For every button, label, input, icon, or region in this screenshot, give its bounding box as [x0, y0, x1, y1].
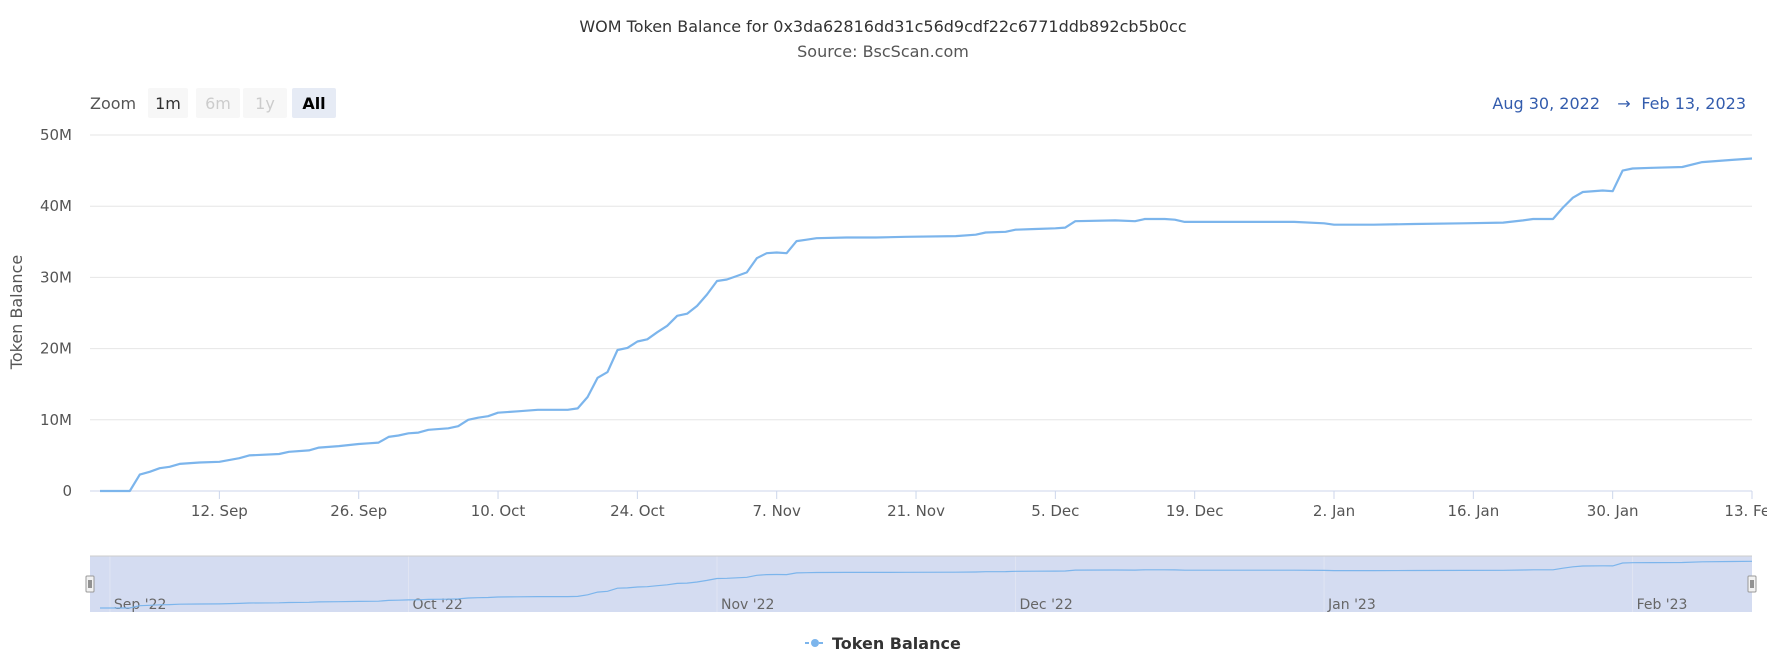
range-button-label: 1y — [255, 94, 275, 113]
navigator-series-line — [100, 560, 1753, 609]
navigator-month-label: Feb '23 — [1637, 597, 1688, 613]
range-buttons: 1m 6m 1y All — [148, 88, 336, 118]
navigator-month-label: Dec '22 — [1020, 597, 1073, 613]
navigator[interactable]: Sep '22 Oct '22 Nov '22 Dec '22 Jan '23 Feb '… — [85, 555, 1757, 613]
range-button-bg — [292, 88, 336, 118]
handle-grip-icon — [1747, 575, 1757, 593]
x-tick-label: 12. Sep — [191, 502, 248, 520]
range-button-1y: 1y — [243, 88, 287, 118]
chart-subtitle: Source: BscScan.com — [797, 42, 969, 61]
x-tick-label: 10. Oct — [471, 502, 526, 520]
x-tick-label: 2. Jan — [1313, 502, 1355, 520]
date-range-to[interactable]: Feb 13, 2023 — [1641, 94, 1746, 113]
legend-item-token-balance[interactable]: Token Balance — [832, 634, 961, 653]
range-button-bg — [196, 88, 240, 118]
x-tick-label: 30. Jan — [1587, 502, 1639, 520]
x-tick-label: 21. Nov — [887, 502, 945, 520]
chart-title: WOM Token Balance for 0x3da62816dd31c56d… — [579, 17, 1186, 36]
y-tick-label: 30M — [40, 268, 72, 286]
series-line — [100, 157, 1753, 493]
series-group — [100, 157, 1753, 493]
zoom-label: Zoom — [90, 94, 136, 113]
range-button-label: All — [302, 94, 325, 113]
navigator-handle-left[interactable] — [85, 575, 95, 593]
navigator-month-label: Jan '23 — [1327, 597, 1376, 613]
range-button-bg — [243, 88, 287, 118]
y-tick-label: 50M — [40, 126, 72, 144]
range-button-all[interactable]: All — [292, 88, 336, 118]
navigator-month-label: Nov '22 — [721, 597, 774, 613]
handle-grip-icon — [85, 575, 95, 593]
range-button-6m: 6m — [196, 88, 240, 118]
y-tick-label: 20M — [40, 340, 72, 358]
navigator-mask — [90, 556, 1752, 612]
y-axis-title: Token Balance — [7, 255, 26, 370]
navigator-month-label: Oct '22 — [412, 597, 462, 613]
x-tick-label: 16. Jan — [1447, 502, 1499, 520]
x-tick-label: 24. Oct — [610, 502, 665, 520]
date-range-from[interactable]: Aug 30, 2022 — [1492, 94, 1600, 113]
range-selector: Zoom 1m 6m 1y All Aug 30, 2022 → Feb 13, 20… — [90, 88, 1746, 118]
range-button-bg — [148, 88, 188, 118]
x-tick-label: 5. Dec — [1031, 502, 1079, 520]
x-tick-label: 26. Sep — [330, 502, 387, 520]
y-tick-label: 0 — [62, 482, 72, 500]
x-tick-label: 7. Nov — [753, 502, 801, 520]
range-button-label: 6m — [205, 94, 231, 113]
legend-marker-icon — [811, 639, 819, 647]
range-button-label: 1m — [155, 94, 181, 113]
range-button-1m[interactable]: 1m — [148, 88, 188, 118]
navigator-handle-right[interactable] — [1747, 575, 1757, 593]
x-tick-label: 19. Dec — [1166, 502, 1224, 520]
date-range-arrow: → — [1617, 94, 1630, 113]
x-axis-ticks: 12. Sep 26. Sep 10. Oct 24. Oct 7. Nov 21. No… — [191, 491, 1767, 520]
y-axis-ticks: 0 10M 20M 30M 40M 50M — [40, 126, 72, 500]
y-tick-label: 40M — [40, 197, 72, 215]
gridlines — [90, 134, 1752, 492]
legend[interactable]: Token Balance — [805, 634, 961, 653]
x-tick-label: 13. Feb — [1724, 502, 1767, 520]
navigator-month-label: Sep '22 — [114, 597, 167, 613]
y-tick-label: 10M — [40, 411, 72, 429]
